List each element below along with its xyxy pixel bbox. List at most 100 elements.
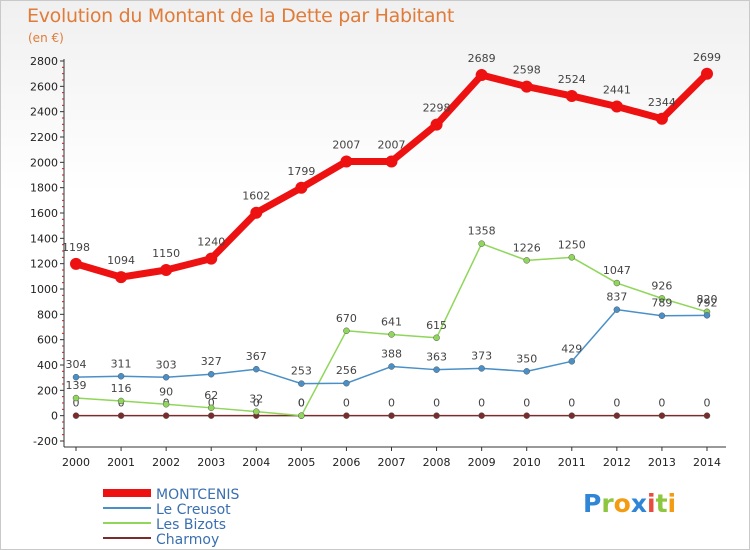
y-tick-label: 200 — [37, 384, 58, 397]
data-point — [613, 306, 621, 313]
logo-letter: o — [613, 489, 631, 518]
data-label: 350 — [516, 352, 537, 365]
x-tick-label: 2009 — [468, 456, 496, 469]
data-label: 789 — [651, 297, 672, 310]
data-label: 641 — [381, 315, 402, 328]
x-tick-label: 2004 — [242, 456, 270, 469]
data-point — [433, 366, 440, 373]
data-label: 1358 — [468, 225, 496, 238]
data-point — [568, 254, 576, 261]
data-point — [72, 373, 80, 381]
data-point — [658, 412, 666, 419]
data-label: 2007 — [378, 138, 406, 151]
y-tick-label: 2200 — [30, 131, 58, 144]
data-point — [388, 412, 395, 419]
data-point — [388, 363, 395, 370]
x-tick-label: 2010 — [513, 456, 541, 469]
y-tick-label: 2600 — [30, 80, 58, 93]
data-point — [568, 412, 576, 419]
data-point — [162, 374, 170, 381]
data-point — [523, 412, 530, 419]
data-point — [340, 155, 353, 168]
data-label: 0 — [73, 397, 80, 410]
data-point — [701, 67, 713, 80]
data-label: 2699 — [693, 51, 721, 64]
x-tick-label: 2001 — [107, 456, 135, 469]
y-tick-label: 1600 — [30, 207, 58, 220]
data-label: 0 — [613, 397, 620, 410]
data-point — [160, 264, 173, 276]
x-tick-label: 2008 — [423, 456, 451, 469]
data-point — [703, 412, 711, 419]
y-tick-label: 1000 — [30, 283, 58, 296]
logo-letter: i — [667, 489, 677, 518]
data-point — [207, 412, 215, 419]
x-tick-label: 2012 — [603, 456, 631, 469]
y-tick-label: 800 — [37, 308, 58, 321]
data-label: 1150 — [152, 247, 180, 260]
data-point — [610, 100, 623, 113]
data-label: 615 — [426, 319, 447, 332]
x-tick-label: 2003 — [197, 456, 225, 469]
x-tick-label: 2011 — [558, 456, 586, 469]
data-label: 670 — [336, 312, 357, 325]
data-point — [298, 412, 305, 419]
proxiti-logo: Proxiti — [583, 489, 676, 518]
data-point — [117, 373, 125, 380]
y-tick-label: 2400 — [30, 106, 58, 119]
data-label: 1602 — [242, 190, 270, 203]
data-label: 0 — [658, 397, 665, 410]
data-label: 2689 — [468, 52, 496, 65]
data-label: 2298 — [423, 102, 451, 115]
y-tick-label: 1200 — [30, 258, 58, 271]
data-label: 0 — [523, 397, 530, 410]
data-label: 1250 — [558, 238, 586, 251]
data-label: 139 — [66, 379, 87, 392]
data-label: 0 — [253, 397, 260, 410]
data-label: 0 — [704, 397, 711, 410]
data-point — [523, 368, 530, 375]
data-point — [565, 89, 578, 102]
data-label: 311 — [111, 357, 132, 370]
data-point — [343, 327, 350, 335]
data-label: 116 — [111, 382, 132, 395]
logo-letter: i — [647, 489, 656, 518]
logo-letter: x — [630, 489, 647, 518]
x-tick-label: 2014 — [693, 456, 721, 469]
data-point — [703, 312, 711, 319]
x-tick-label: 2006 — [332, 456, 360, 469]
chart-title: Evolution du Montant de la Dette par Hab… — [27, 5, 455, 27]
data-point — [520, 80, 533, 93]
data-point — [655, 112, 668, 125]
chart-subtitle: (en €) — [28, 31, 64, 45]
data-point — [298, 380, 305, 387]
y-tick-label: 0 — [51, 410, 58, 423]
data-label: 32 — [249, 393, 263, 406]
data-label: 0 — [298, 397, 305, 410]
data-point — [117, 412, 125, 419]
data-point — [117, 397, 125, 405]
data-label: 1799 — [287, 165, 315, 178]
data-point — [207, 370, 215, 378]
x-tick-label: 2013 — [648, 456, 676, 469]
y-tick-label: 400 — [37, 359, 58, 372]
data-label: 837 — [606, 291, 627, 304]
data-label: 367 — [246, 350, 267, 363]
data-point — [162, 401, 170, 408]
data-label: 388 — [381, 348, 402, 361]
y-tick-label: 600 — [37, 334, 58, 347]
data-label: 0 — [298, 397, 305, 410]
data-point — [385, 155, 398, 168]
data-point — [295, 181, 308, 194]
data-point — [658, 295, 666, 302]
data-label: 2007 — [332, 138, 360, 151]
x-tick-label: 2005 — [287, 456, 315, 469]
data-point — [478, 240, 485, 247]
data-point — [207, 404, 215, 412]
x-tick-label: 2002 — [152, 456, 180, 469]
data-point — [478, 412, 485, 419]
data-label: 0 — [388, 397, 395, 410]
data-point — [613, 279, 621, 287]
